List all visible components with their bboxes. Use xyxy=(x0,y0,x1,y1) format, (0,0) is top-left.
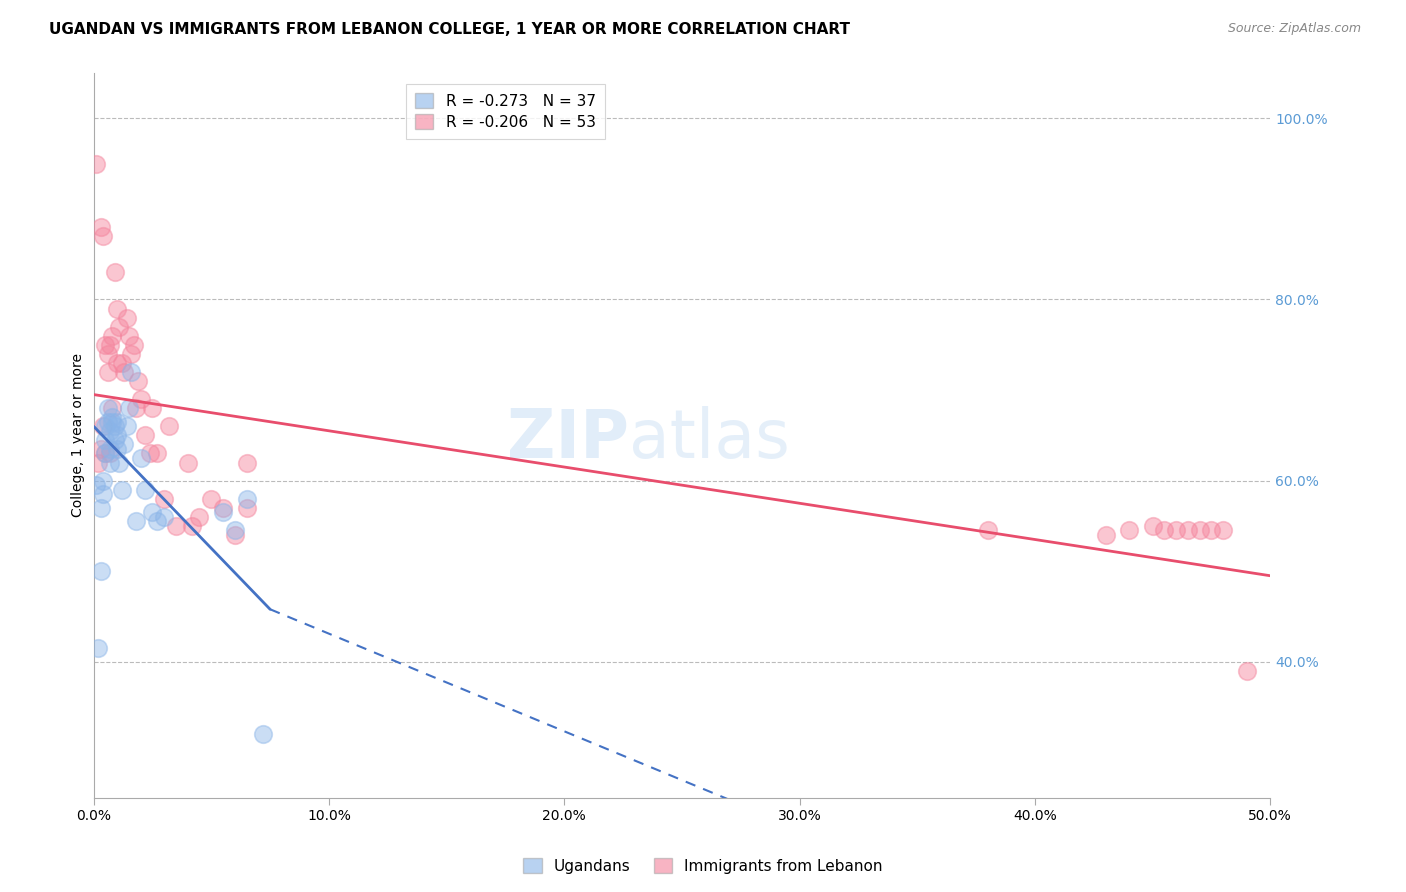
Point xyxy=(90,219,112,234)
Point xyxy=(1236,664,1258,678)
Point xyxy=(97,415,120,429)
Point xyxy=(111,356,134,370)
Point xyxy=(90,500,112,515)
Point xyxy=(1188,524,1211,538)
Point xyxy=(91,487,114,501)
Point xyxy=(105,428,128,442)
Point xyxy=(94,337,117,351)
Point xyxy=(141,505,163,519)
Point xyxy=(105,356,128,370)
Text: ZIP: ZIP xyxy=(508,406,628,472)
Point xyxy=(1118,524,1140,538)
Point xyxy=(104,265,127,279)
Point xyxy=(97,401,120,416)
Point xyxy=(108,456,131,470)
Legend: R = -0.273   N = 37, R = -0.206   N = 53: R = -0.273 N = 37, R = -0.206 N = 53 xyxy=(406,84,605,139)
Point xyxy=(111,483,134,497)
Point xyxy=(125,515,148,529)
Point xyxy=(212,505,235,519)
Point xyxy=(98,424,121,438)
Point xyxy=(90,564,112,578)
Y-axis label: College, 1 year or more: College, 1 year or more xyxy=(72,353,86,517)
Point xyxy=(224,524,246,538)
Point xyxy=(1153,524,1175,538)
Point xyxy=(146,446,169,460)
Point xyxy=(120,365,142,379)
Point xyxy=(1212,524,1234,538)
Point xyxy=(127,374,149,388)
Point xyxy=(141,401,163,416)
Point xyxy=(94,446,117,460)
Point xyxy=(105,301,128,316)
Text: UGANDAN VS IMMIGRANTS FROM LEBANON COLLEGE, 1 YEAR OR MORE CORRELATION CHART: UGANDAN VS IMMIGRANTS FROM LEBANON COLLE… xyxy=(49,22,851,37)
Point xyxy=(112,365,135,379)
Point xyxy=(112,437,135,451)
Point xyxy=(91,419,114,434)
Point xyxy=(90,442,112,456)
Point xyxy=(94,446,117,460)
Point xyxy=(101,328,124,343)
Point xyxy=(105,442,128,456)
Point xyxy=(134,428,156,442)
Point xyxy=(84,478,107,492)
Point xyxy=(153,491,176,506)
Text: Source: ZipAtlas.com: Source: ZipAtlas.com xyxy=(1227,22,1361,36)
Point xyxy=(91,474,114,488)
Point xyxy=(165,519,187,533)
Point xyxy=(98,442,121,456)
Point xyxy=(98,456,121,470)
Point xyxy=(115,419,138,434)
Point xyxy=(105,415,128,429)
Point xyxy=(129,392,152,406)
Point xyxy=(157,419,180,434)
Point xyxy=(1142,519,1164,533)
Point xyxy=(188,509,211,524)
Point xyxy=(98,446,121,460)
Point xyxy=(212,500,235,515)
Point xyxy=(200,491,222,506)
Point xyxy=(1177,524,1199,538)
Point xyxy=(94,419,117,434)
Point xyxy=(115,310,138,325)
Point xyxy=(125,401,148,416)
Point xyxy=(118,401,141,416)
Point xyxy=(235,500,257,515)
Point xyxy=(108,319,131,334)
Point xyxy=(101,401,124,416)
Point xyxy=(122,337,145,351)
Point xyxy=(252,727,274,741)
Point xyxy=(97,365,120,379)
Point xyxy=(139,446,162,460)
Point xyxy=(101,410,124,425)
Point xyxy=(235,456,257,470)
Point xyxy=(87,641,110,656)
Text: atlas: atlas xyxy=(628,406,790,472)
Point xyxy=(104,419,127,434)
Point xyxy=(224,528,246,542)
Point xyxy=(146,515,169,529)
Point xyxy=(181,519,204,533)
Point xyxy=(1201,524,1223,538)
Point xyxy=(129,450,152,465)
Point xyxy=(977,524,1000,538)
Point xyxy=(101,415,124,429)
Point xyxy=(94,433,117,447)
Point xyxy=(120,347,142,361)
Point xyxy=(177,456,200,470)
Point xyxy=(1094,528,1116,542)
Point xyxy=(97,347,120,361)
Point xyxy=(91,229,114,244)
Legend: Ugandans, Immigrants from Lebanon: Ugandans, Immigrants from Lebanon xyxy=(517,852,889,880)
Point xyxy=(104,433,127,447)
Point xyxy=(153,509,176,524)
Point xyxy=(98,337,121,351)
Point xyxy=(235,491,257,506)
Point xyxy=(134,483,156,497)
Point xyxy=(1164,524,1187,538)
Point xyxy=(87,456,110,470)
Point xyxy=(84,156,107,170)
Point xyxy=(118,328,141,343)
